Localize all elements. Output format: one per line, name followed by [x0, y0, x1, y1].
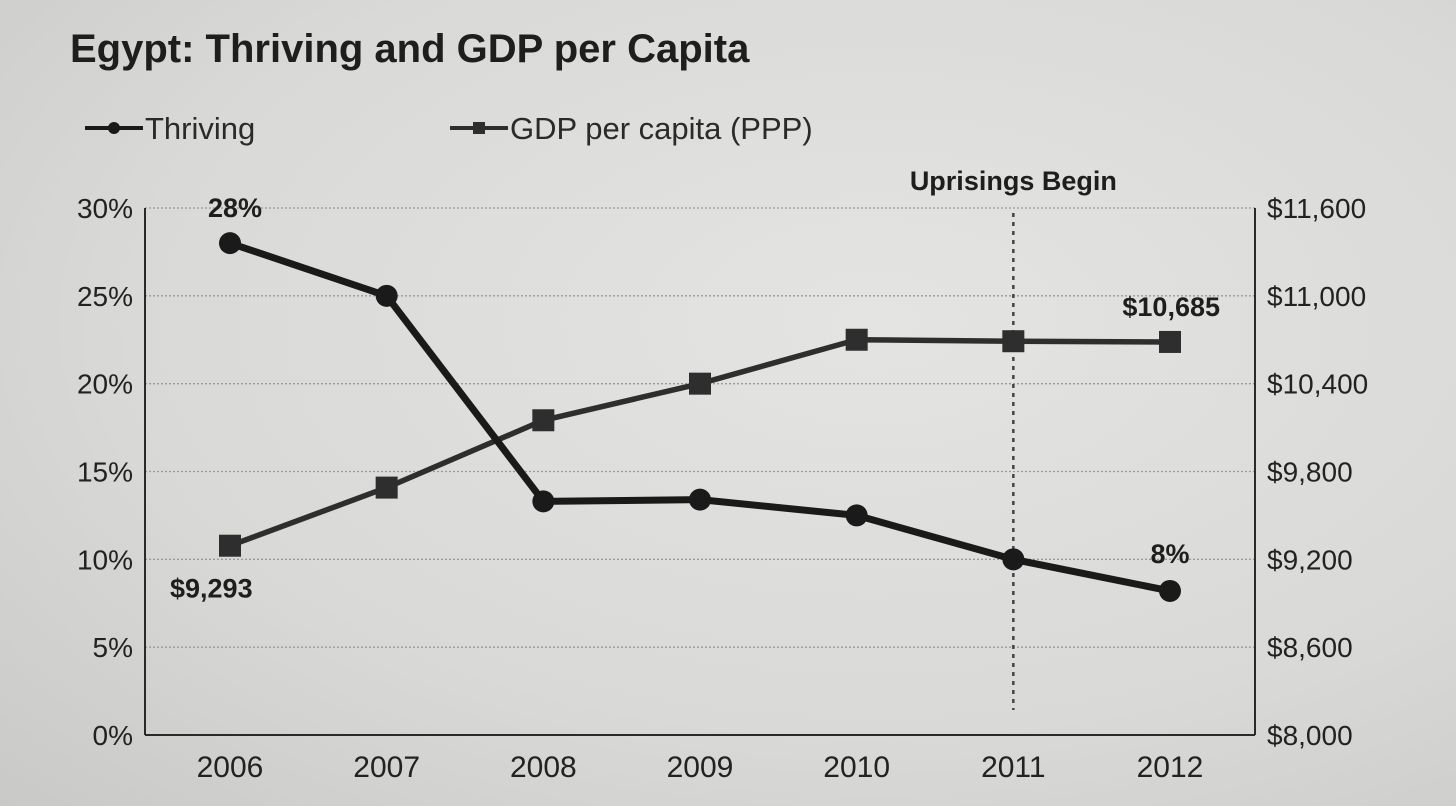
- legend-marker-square: [473, 122, 485, 134]
- data-label-thriving-2006: 28%: [208, 193, 262, 223]
- y-right-tick-label: $11,000: [1267, 281, 1366, 312]
- point-thriving-2006: [219, 232, 241, 255]
- point-gdp-per-capita-ppp-2010: [845, 328, 868, 351]
- point-thriving-2012: [1159, 579, 1181, 602]
- chart-gridlines: [145, 207, 1255, 648]
- annotation-label-uprisings-begin: Uprisings Begin: [910, 166, 1117, 196]
- y-right-tick-label: $9,200: [1267, 544, 1353, 575]
- chart-data-labels: 28% 8% $9,293 $10,685: [170, 193, 1220, 604]
- legend-marker-circle: [108, 122, 120, 134]
- x-tick-label: 2006: [197, 751, 264, 784]
- x-tick-label: 2012: [1137, 751, 1204, 784]
- series-gdp-per-capita-ppp: [219, 328, 1181, 557]
- chart-series: [219, 232, 1181, 602]
- legend-label-gdp-per-capita-ppp: GDP per capita (PPP): [510, 111, 813, 146]
- point-thriving-2011: [1002, 548, 1025, 571]
- point-thriving-2007: [375, 284, 398, 307]
- point-gdp-per-capita-ppp-2007: [375, 476, 398, 499]
- y-right-tick-label: $8,600: [1267, 632, 1353, 663]
- chart-title: Egypt: Thriving and GDP per Capita: [70, 27, 750, 71]
- data-label-gdp-per-capita-ppp-2006: $9,293: [170, 574, 253, 604]
- data-label-gdp-per-capita-ppp-2012: $10,685: [1122, 292, 1220, 322]
- series-thriving: [219, 232, 1181, 602]
- point-thriving-2010: [845, 504, 868, 527]
- point-gdp-per-capita-ppp-2008: [532, 409, 555, 432]
- y-left-tick-label: 0%: [93, 720, 133, 751]
- y-left-tick-label: 25%: [77, 281, 133, 312]
- series-line-gdp-per-capita-ppp: [227, 337, 1173, 549]
- chart-annotations: Uprisings Begin: [910, 166, 1117, 710]
- point-gdp-per-capita-ppp-2011: [1002, 330, 1025, 353]
- point-gdp-per-capita-ppp-2006: [219, 534, 241, 557]
- legend-item-gdp-per-capita-ppp: GDP per capita (PPP): [450, 111, 813, 146]
- y-left-tick-label: 30%: [77, 193, 133, 224]
- x-tick-label: 2011: [981, 751, 1046, 784]
- chart-axes: 0% 5% 10% 15% 20% 25% 30% $8,000 $8,600 $9,200 $9,…: [77, 193, 1368, 784]
- x-tick-label: 2009: [667, 751, 734, 784]
- point-gdp-per-capita-ppp-2009: [689, 372, 711, 395]
- legend-item-thriving: Thriving: [85, 111, 255, 146]
- y-right-tick-label: $11,600: [1267, 193, 1366, 224]
- chart-legend: Thriving GDP per capita (PPP): [85, 111, 813, 146]
- x-tick-label: 2007: [353, 751, 420, 784]
- legend-label-thriving: Thriving: [145, 111, 255, 146]
- point-thriving-2009: [689, 488, 711, 511]
- y-right-tick-label: $10,400: [1267, 369, 1368, 400]
- point-thriving-2008: [532, 490, 555, 513]
- point-gdp-per-capita-ppp-2012: [1159, 330, 1181, 353]
- x-tick-label: 2008: [510, 751, 577, 784]
- y-right-tick-label: $9,800: [1267, 457, 1353, 488]
- y-left-tick-label: 10%: [77, 544, 133, 575]
- y-left-tick-label: 5%: [93, 632, 133, 663]
- y-left-tick-label: 20%: [77, 369, 133, 400]
- y-left-tick-label: 15%: [77, 457, 133, 488]
- x-tick-label: 2010: [823, 751, 890, 784]
- data-label-thriving-2012: 8%: [1150, 539, 1189, 569]
- y-right-tick-label: $8,000: [1267, 720, 1353, 751]
